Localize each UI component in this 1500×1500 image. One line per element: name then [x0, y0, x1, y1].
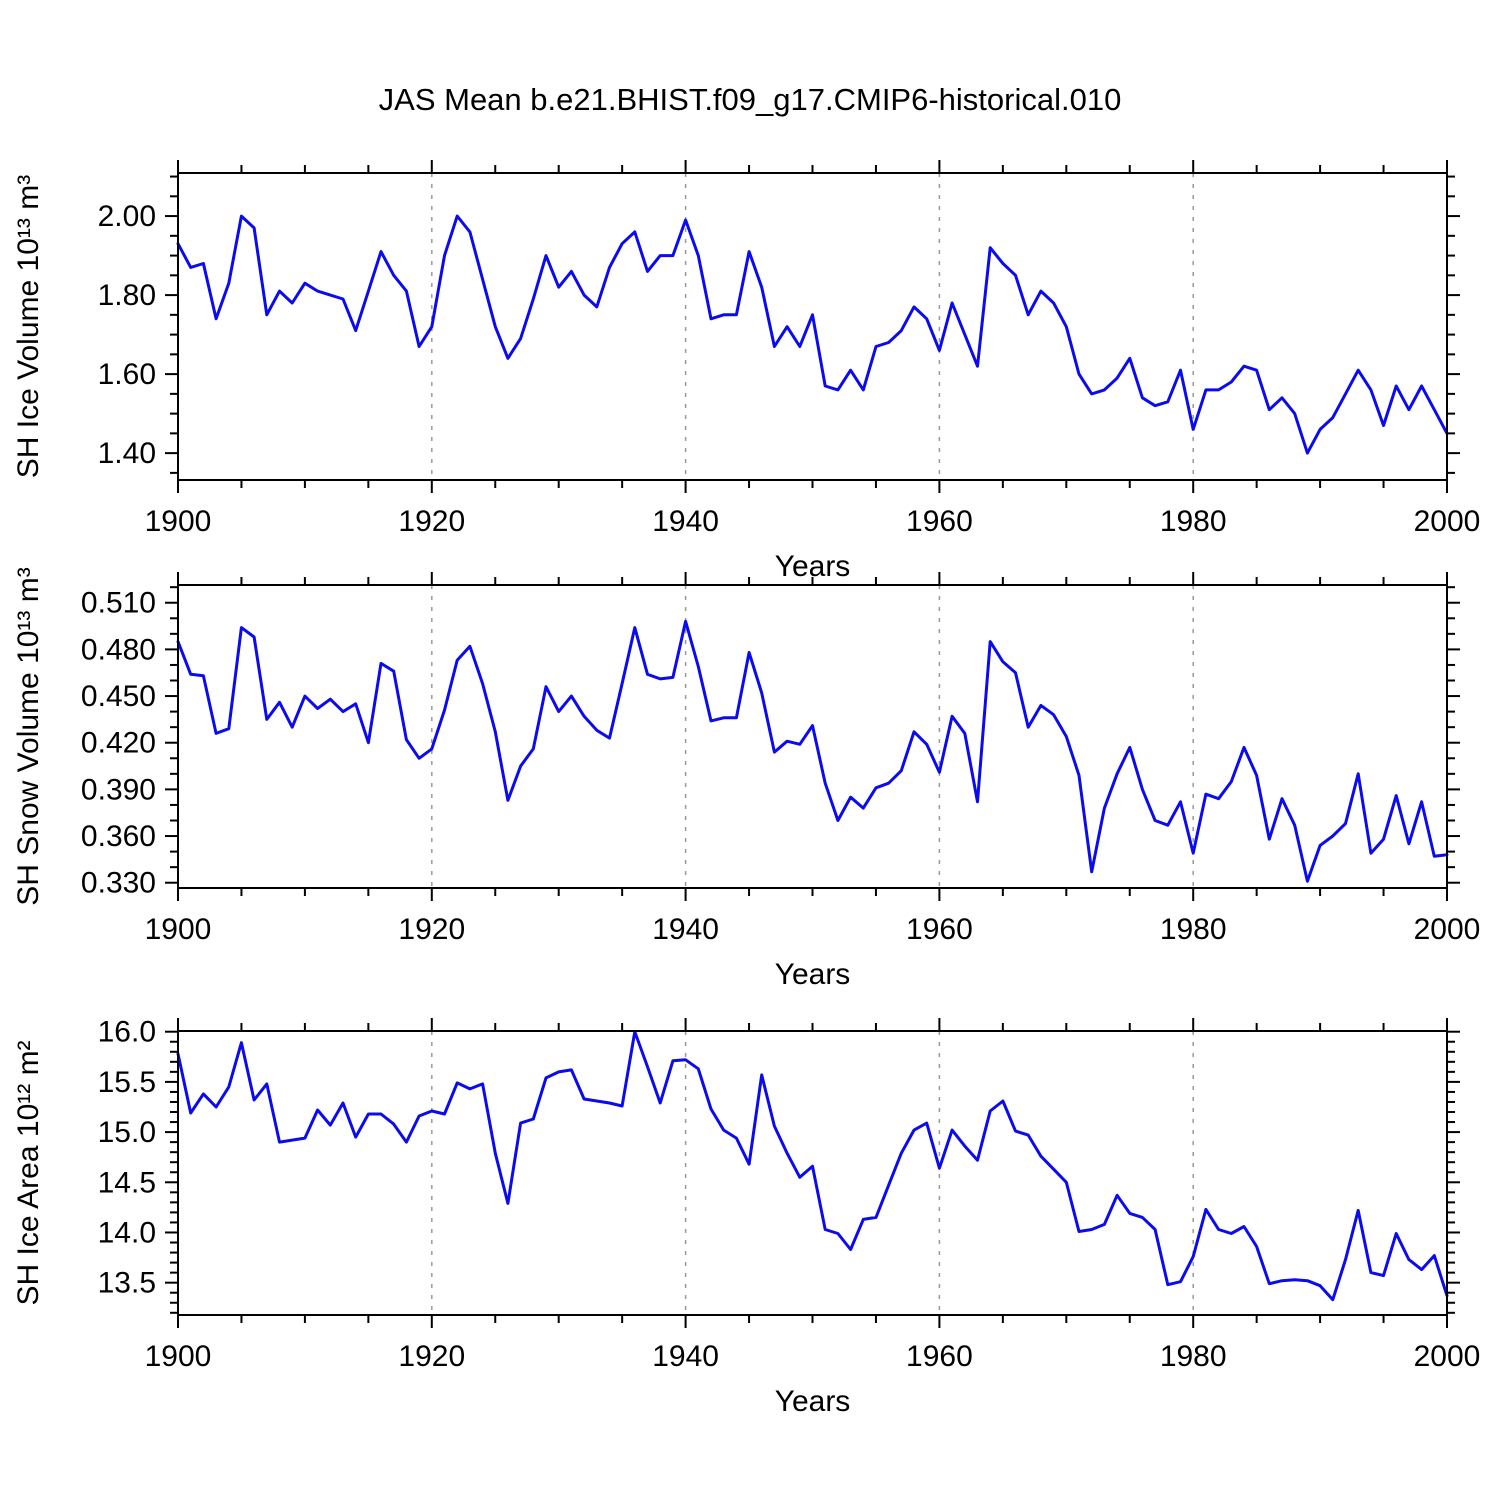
x-tick-label: 2000 [1414, 913, 1481, 946]
y-tick-label: 0.480 [81, 633, 156, 666]
x-tick-label: 1960 [906, 1340, 973, 1373]
y-tick-label: 0.390 [81, 773, 156, 806]
x-axis-label: Years [775, 958, 851, 991]
x-tick-label: 2000 [1414, 1340, 1481, 1373]
panel-ice-area: 1900 1920 1940 1960 1980 2000 13.5 14.0 14.5 15.0… [12, 1016, 1480, 1418]
y-tick-label: 2.00 [98, 200, 156, 233]
y-tick-label: 1.40 [98, 437, 156, 470]
y-tick-label: 1.60 [98, 358, 156, 391]
ticks [165, 572, 1460, 901]
y-axis-label: SH Ice Area 10¹² m² [12, 1040, 45, 1305]
x-tick-label: 1900 [145, 913, 212, 946]
panel-ice-volume: 1900 1920 1940 1960 1980 2000 1.40 1.60 1.80 2.00… [12, 160, 1480, 583]
x-tick-label: 1900 [145, 1340, 212, 1373]
y-tick-label: 0.450 [81, 680, 156, 713]
series-snow-volume [176, 619, 1449, 883]
x-tick-label: 1940 [652, 913, 719, 946]
y-tick-label: 0.360 [81, 820, 156, 853]
ticks [165, 1018, 1460, 1328]
x-tick-label: 1940 [652, 505, 719, 538]
x-tick-label: 1960 [906, 505, 973, 538]
series-ice-area [176, 1030, 1449, 1302]
x-tick-label: 2000 [1414, 505, 1481, 538]
y-axis-label: SH Ice Volume 10¹³ m³ [12, 175, 45, 478]
x-tick-label: 1980 [1160, 505, 1227, 538]
y-tick-label: 0.420 [81, 727, 156, 760]
y-tick-label: 0.330 [81, 867, 156, 900]
x-tick-label: 1940 [652, 1340, 719, 1373]
panel-snow-volume: 1900 1920 1940 1960 1980 2000 0.330 0.360 0.390 0… [12, 567, 1480, 991]
x-tick-label: 1960 [906, 913, 973, 946]
y-tick-label: 1.80 [98, 279, 156, 312]
y-tick-label: 15.5 [98, 1066, 156, 1099]
y-tick-label: 16.0 [98, 1016, 156, 1049]
x-axis-label: Years [775, 1385, 851, 1418]
y-tick-label: 14.5 [98, 1166, 156, 1199]
y-tick-label: 14.0 [98, 1216, 156, 1249]
series-ice-volume [176, 214, 1449, 455]
y-tick-label: 15.0 [98, 1116, 156, 1149]
x-tick-label: 1920 [398, 913, 465, 946]
x-tick-label: 1920 [398, 1340, 465, 1373]
x-tick-label: 1980 [1160, 913, 1227, 946]
y-axis-label: SH Snow Volume 10¹³ m³ [12, 567, 45, 905]
chart-title: JAS Mean b.e21.BHIST.f09_g17.CMIP6-histo… [378, 82, 1122, 117]
x-tick-label: 1980 [1160, 1340, 1227, 1373]
plot-border [177, 172, 1448, 481]
y-tick-label: 13.5 [98, 1267, 156, 1300]
x-tick-label: 1920 [398, 505, 465, 538]
x-tick-label: 1900 [145, 505, 212, 538]
ticks [165, 160, 1460, 493]
y-tick-label: 0.510 [81, 587, 156, 620]
